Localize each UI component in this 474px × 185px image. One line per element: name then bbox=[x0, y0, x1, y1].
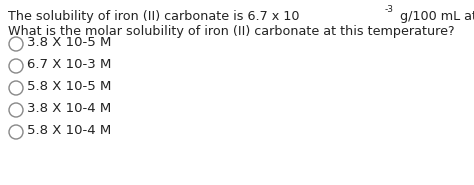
Text: The solubility of iron (II) carbonate is 6.7 x 10: The solubility of iron (II) carbonate is… bbox=[8, 10, 300, 23]
Text: What is the molar solubility of iron (II) carbonate at this temperature?: What is the molar solubility of iron (II… bbox=[8, 25, 455, 38]
Text: 5.8 X 10-5 M: 5.8 X 10-5 M bbox=[27, 80, 111, 93]
Text: 3.8 X 10-5 M: 3.8 X 10-5 M bbox=[27, 36, 111, 50]
Text: 5.8 X 10-4 M: 5.8 X 10-4 M bbox=[27, 125, 111, 137]
Text: 6.7 X 10-3 M: 6.7 X 10-3 M bbox=[27, 58, 111, 71]
Text: -3: -3 bbox=[384, 5, 393, 14]
Text: g/100 mL at 25 degrees celsius.: g/100 mL at 25 degrees celsius. bbox=[396, 10, 474, 23]
Text: 3.8 X 10-4 M: 3.8 X 10-4 M bbox=[27, 102, 111, 115]
